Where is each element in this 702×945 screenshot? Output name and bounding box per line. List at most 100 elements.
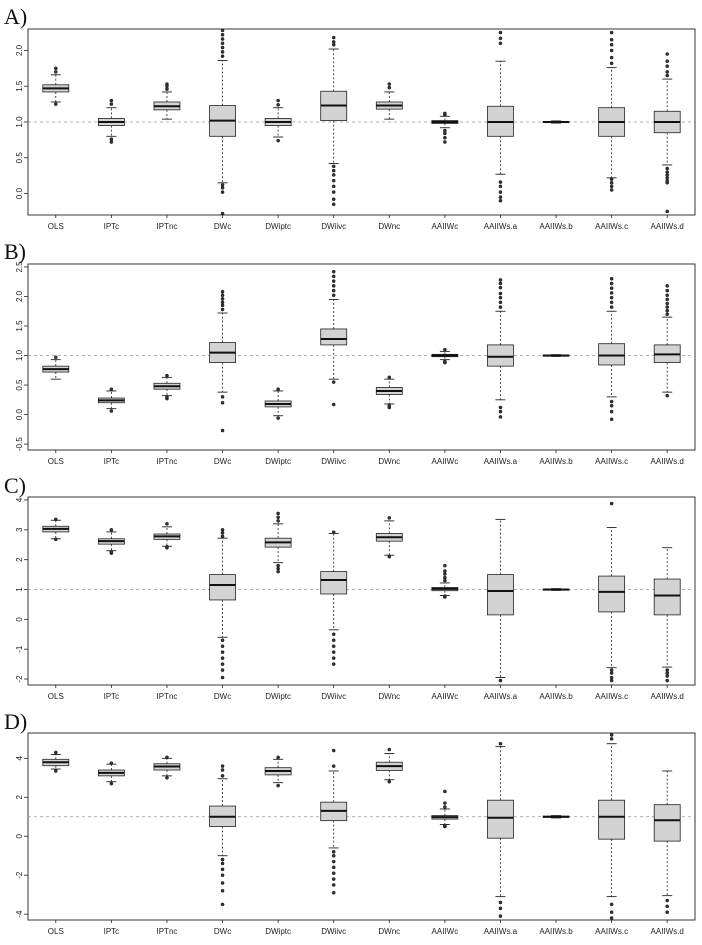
outlier-point: [331, 288, 336, 293]
x-tick-label: AAIIWs.a: [484, 692, 518, 701]
outlier-point: [220, 644, 225, 649]
outlier-point: [220, 881, 225, 885]
outlier-point: [498, 300, 503, 305]
outlier-point: [220, 190, 225, 194]
x-tick-label: IPTc: [104, 927, 120, 936]
outlier-point: [665, 305, 670, 309]
box-iqr: [598, 343, 626, 366]
y-tick-label: 0: [15, 617, 24, 622]
box-iqr: [653, 578, 681, 616]
x-tick-label: OLS: [48, 692, 64, 701]
x-tick-label: AAIIWs.b: [539, 457, 573, 466]
outlier-point: [498, 415, 503, 419]
outlier-point: [609, 409, 614, 414]
outlier-point: [665, 301, 670, 306]
outlier-point: [220, 534, 225, 539]
box-DWiptc: [264, 755, 292, 788]
outlier-point: [443, 140, 447, 144]
outlier-point: [276, 566, 280, 571]
outlier-point: [443, 111, 447, 116]
outlier-point: [53, 537, 58, 542]
outlier-point: [443, 578, 447, 583]
outlier-point: [609, 281, 614, 286]
outlier-point: [387, 375, 392, 380]
x-tick-label: AAIIWs.c: [595, 457, 628, 466]
outlier-point: [498, 190, 503, 194]
outlier-point: [109, 781, 114, 786]
outlier-point: [165, 776, 169, 780]
outlier-point: [331, 656, 336, 660]
box-DWiptc: [264, 511, 292, 574]
box-AAIIWs.d: [653, 52, 681, 214]
outlier-point: [665, 393, 670, 398]
outlier-point: [609, 417, 614, 422]
outlier-point: [220, 54, 225, 58]
outlier-point: [665, 52, 670, 56]
outlier-point: [165, 82, 169, 86]
y-tick-label: -0.5: [15, 437, 24, 451]
outlier-point: [331, 190, 336, 194]
outlier-point: [220, 774, 225, 778]
y-tick-label: 1.5: [15, 320, 24, 332]
outlier-point: [165, 395, 169, 399]
y-tick-label: 2: [15, 795, 24, 800]
outlier-point: [220, 528, 225, 532]
x-tick-label: DWnc: [378, 457, 400, 466]
box-AAIIWs.d: [653, 284, 681, 398]
outlier-point: [220, 395, 225, 399]
outlier-point: [443, 359, 447, 364]
outlier-point: [665, 308, 670, 313]
outlier-point: [665, 59, 670, 63]
box-DWc: [209, 28, 236, 216]
outlier-point: [665, 678, 670, 683]
y-tick-label: -2: [15, 871, 24, 879]
outlier-point: [220, 32, 225, 37]
outlier-point: [331, 197, 336, 202]
outlier-point: [331, 650, 336, 654]
y-tick-label: 4: [15, 497, 24, 502]
x-tick-label: DWiivc: [321, 457, 346, 466]
outlier-point: [609, 291, 614, 295]
outlier-point: [498, 741, 503, 746]
outlier-point: [220, 297, 225, 301]
x-tick-label: IPTnc: [157, 692, 178, 701]
x-tick-label: DWiivc: [321, 927, 346, 936]
x-tick-label: AAIIWc: [432, 222, 459, 231]
outlier-point: [220, 28, 225, 33]
outlier-point: [165, 522, 169, 526]
outlier-point: [220, 50, 225, 54]
panel-label: D): [4, 709, 27, 734]
outlier-point: [220, 638, 225, 643]
box-IPTnc: [153, 82, 181, 120]
y-tick-label: 1: [15, 587, 24, 592]
plot-frame: [27, 263, 696, 451]
box-IPTc: [97, 98, 125, 144]
box-DWiivc: [320, 35, 348, 207]
outlier-point: [331, 644, 336, 649]
outlier-point: [331, 877, 336, 881]
box-DWiivc: [320, 530, 348, 666]
outlier-point: [443, 569, 447, 573]
outlier-point: [665, 668, 670, 672]
box-AAIIWs.c: [598, 501, 626, 683]
x-tick-label: AAIIWs.a: [484, 457, 518, 466]
panel-d: D) -4 -2 0 2 4 OLS IPTc IPTnc DWc DWiptc DWiivc DWnc…: [4, 709, 696, 936]
outlier-point: [665, 170, 670, 174]
outlier-point: [331, 178, 336, 183]
box-AAIIWc: [431, 347, 459, 365]
outlier-point: [331, 168, 336, 173]
box-AAIIWs.a: [487, 30, 514, 203]
box-IPTc: [97, 387, 125, 413]
outlier-point: [609, 55, 614, 60]
outlier-point: [220, 183, 225, 187]
x-tick-label: AAIIWs.c: [595, 927, 628, 936]
outlier-point: [498, 291, 503, 296]
plot-frame: [27, 496, 696, 686]
outlier-point: [443, 789, 447, 794]
y-tick-label: 4: [15, 756, 24, 761]
outlier-point: [220, 768, 225, 772]
outlier-point: [665, 73, 670, 78]
outlier-point: [443, 347, 447, 352]
outlier-point: [331, 764, 336, 768]
